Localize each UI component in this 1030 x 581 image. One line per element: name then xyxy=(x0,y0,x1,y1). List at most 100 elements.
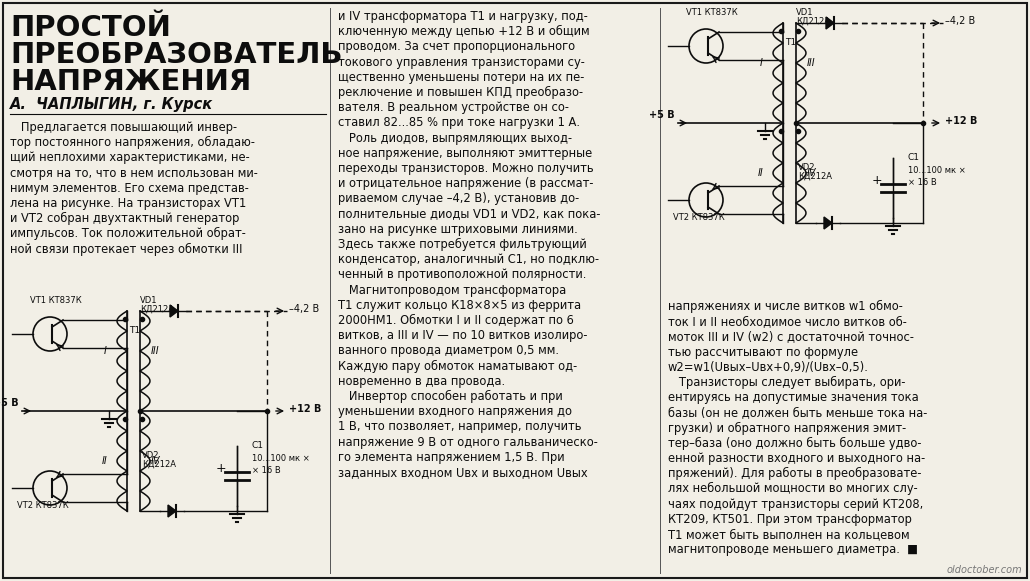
Text: КД212А: КД212А xyxy=(796,17,830,26)
Text: Инвертор способен работать и при: Инвертор способен работать и при xyxy=(338,390,562,403)
Text: T1: T1 xyxy=(129,326,140,335)
Text: ное напряжение, выполняют эмиттерные: ное напряжение, выполняют эмиттерные xyxy=(338,147,592,160)
Text: Транзисторы следует выбирать, ори-: Транзисторы следует выбирать, ори- xyxy=(668,376,905,389)
Text: нимум элементов. Его схема представ-: нимум элементов. Его схема представ- xyxy=(10,182,249,195)
Text: реключение и повышен КПД преобразо-: реключение и повышен КПД преобразо- xyxy=(338,86,583,99)
Text: VT2 КТ837К: VT2 КТ837К xyxy=(18,501,69,510)
Text: ной связи протекает через обмотки III: ной связи протекает через обмотки III xyxy=(10,243,242,256)
Text: VD1: VD1 xyxy=(140,296,158,305)
Text: смотря на то, что в нем использован ми-: смотря на то, что в нем использован ми- xyxy=(10,167,258,180)
Text: Роль диодов, выпрямляющих выход-: Роль диодов, выпрямляющих выход- xyxy=(338,132,572,145)
Text: Каждую пару обмоток наматывают од-: Каждую пару обмоток наматывают од- xyxy=(338,360,577,372)
Text: ток I и II необходимое число витков об-: ток I и II необходимое число витков об- xyxy=(668,315,906,328)
Text: НАПРЯЖЕНИЯ: НАПРЯЖЕНИЯ xyxy=(10,68,251,96)
Text: T1: T1 xyxy=(785,38,796,47)
Text: КТ209, КТ501. При этом трансформатор: КТ209, КТ501. При этом трансформатор xyxy=(668,513,912,526)
Text: зано на рисунке штриховыми линиями.: зано на рисунке штриховыми линиями. xyxy=(338,223,578,236)
Text: енной разности входного и выходного на-: енной разности входного и выходного на- xyxy=(668,452,925,465)
Text: VD1: VD1 xyxy=(796,8,814,17)
Text: магнитопроводе меньшего диаметра.  ■: магнитопроводе меньшего диаметра. ■ xyxy=(668,543,918,556)
Text: +: + xyxy=(215,461,227,475)
Text: IV: IV xyxy=(150,456,160,466)
Text: и отрицательное напряжение (в рассмат-: и отрицательное напряжение (в рассмат- xyxy=(338,177,593,190)
Text: конденсатор, аналогичный С1, но подклю-: конденсатор, аналогичный С1, но подклю- xyxy=(338,253,599,266)
Text: токового управления транзисторами су-: токового управления транзисторами су- xyxy=(338,56,585,69)
Text: А.  ЧАПЛЫГИН, г. Курск: А. ЧАПЛЫГИН, г. Курск xyxy=(10,97,213,112)
Text: Т1 служит кольцо К18×8×5 из феррита: Т1 служит кольцо К18×8×5 из феррита xyxy=(338,299,581,312)
Text: VT1 КТ837К: VT1 КТ837К xyxy=(30,296,81,305)
Text: Магнитопроводом трансформатора: Магнитопроводом трансформатора xyxy=(338,284,566,296)
Text: C1: C1 xyxy=(252,441,264,450)
Text: щий неплохими характеристиками, не-: щий неплохими характеристиками, не- xyxy=(10,152,249,164)
Text: +12 В: +12 В xyxy=(289,404,321,414)
Text: и IV трансформатора Т1 и нагрузку, под-: и IV трансформатора Т1 и нагрузку, под- xyxy=(338,10,588,23)
Text: III: III xyxy=(806,58,816,68)
Text: уменьшении входного напряжения до: уменьшении входного напряжения до xyxy=(338,405,572,418)
Text: × 16 В: × 16 В xyxy=(908,178,936,187)
Text: импульсов. Ток положительной обрат-: импульсов. Ток положительной обрат- xyxy=(10,227,246,241)
Text: –4,2 В: –4,2 В xyxy=(945,16,975,26)
Text: тер–база (оно должно быть больше удво-: тер–база (оно должно быть больше удво- xyxy=(668,437,922,450)
Polygon shape xyxy=(824,217,832,229)
Text: +: + xyxy=(871,174,883,187)
Text: и VT2 собран двухтактный генератор: и VT2 собран двухтактный генератор xyxy=(10,212,239,225)
Text: II: II xyxy=(102,456,108,466)
Text: C1: C1 xyxy=(908,153,920,162)
Text: ключенную между цепью +12 В и общим: ключенную между цепью +12 В и общим xyxy=(338,25,589,38)
Text: w2=w1(Uвых–Uвх+0,9)/(Uвх–0,5).: w2=w1(Uвых–Uвх+0,9)/(Uвх–0,5). xyxy=(668,361,869,374)
Text: полнительные диоды VD1 и VD2, как пока-: полнительные диоды VD1 и VD2, как пока- xyxy=(338,207,600,221)
Text: чаях подойдут транзисторы серий КТ208,: чаях подойдут транзисторы серий КТ208, xyxy=(668,497,923,511)
Text: новременно в два провода.: новременно в два провода. xyxy=(338,375,505,388)
Text: го элемента напряжением 1,5 В. При: го элемента напряжением 1,5 В. При xyxy=(338,451,564,464)
Text: напряжениях и числе витков w1 обмо-: напряжениях и числе витков w1 обмо- xyxy=(668,300,903,313)
Text: ченный в противоположной полярности.: ченный в противоположной полярности. xyxy=(338,268,586,281)
Text: ПРОСТОЙ: ПРОСТОЙ xyxy=(10,14,171,42)
Text: VT2 КТ837К: VT2 КТ837К xyxy=(673,213,725,222)
Text: ставил 82...85 % при токе нагрузки 1 А.: ставил 82...85 % при токе нагрузки 1 А. xyxy=(338,116,580,130)
Text: тью рассчитывают по формуле: тью рассчитывают по формуле xyxy=(668,346,858,358)
Text: грузки) и обратного напряжения эмит-: грузки) и обратного напряжения эмит- xyxy=(668,422,906,435)
Text: витков, а III и IV — по 10 витков изолиро-: витков, а III и IV — по 10 витков изолир… xyxy=(338,329,587,342)
Text: проводом. За счет пропорционального: проводом. За счет пропорционального xyxy=(338,41,575,53)
Text: ванного провода диаметром 0,5 мм.: ванного провода диаметром 0,5 мм. xyxy=(338,345,559,357)
Text: моток III и IV (w2) с достаточной точнос-: моток III и IV (w2) с достаточной точнос… xyxy=(668,331,914,343)
Text: +5 В: +5 В xyxy=(649,110,675,120)
Text: риваемом случае –4,2 В), установив до-: риваемом случае –4,2 В), установив до- xyxy=(338,192,579,206)
Text: 10...100 мк ×: 10...100 мк × xyxy=(252,454,310,463)
Text: лена на рисунке. На транзисторах VT1: лена на рисунке. На транзисторах VT1 xyxy=(10,197,246,210)
Text: 1 В, что позволяет, например, получить: 1 В, что позволяет, например, получить xyxy=(338,421,582,433)
Text: КД212А: КД212А xyxy=(140,305,174,314)
Text: oldoctober.com: oldoctober.com xyxy=(947,565,1022,575)
Text: напряжение 9 В от одного гальваническо-: напряжение 9 В от одного гальваническо- xyxy=(338,436,597,449)
Text: VD2: VD2 xyxy=(142,451,160,460)
Text: –4,2 В: –4,2 В xyxy=(289,304,319,314)
Text: Предлагается повышающий инвер-: Предлагается повышающий инвер- xyxy=(10,121,237,134)
Text: 10...100 мк ×: 10...100 мк × xyxy=(908,166,966,175)
Text: II: II xyxy=(758,168,764,178)
Text: III: III xyxy=(150,346,160,356)
Text: щественно уменьшены потери на их пе-: щественно уменьшены потери на их пе- xyxy=(338,71,584,84)
Polygon shape xyxy=(168,505,176,517)
Text: VD2: VD2 xyxy=(798,163,816,172)
Text: переходы транзисторов. Можно получить: переходы транзисторов. Можно получить xyxy=(338,162,593,175)
Polygon shape xyxy=(826,17,834,29)
Text: ПРЕОБРАЗОВАТЕЛЬ: ПРЕОБРАЗОВАТЕЛЬ xyxy=(10,41,343,69)
Text: базы (он не должен быть меньше тока на-: базы (он не должен быть меньше тока на- xyxy=(668,406,927,419)
Text: лях небольшой мощности во многих слу-: лях небольшой мощности во многих слу- xyxy=(668,482,918,496)
Text: пряжений). Для работы в преобразовате-: пряжений). Для работы в преобразовате- xyxy=(668,467,922,480)
Text: КД212А: КД212А xyxy=(142,460,176,469)
Text: вателя. В реальном устройстве он со-: вателя. В реальном устройстве он со- xyxy=(338,101,569,114)
Text: Здесь также потребуется фильтрующий: Здесь также потребуется фильтрующий xyxy=(338,238,587,251)
Text: 2000НМ1. Обмотки I и II содержат по 6: 2000НМ1. Обмотки I и II содержат по 6 xyxy=(338,314,574,327)
Text: Т1 может быть выполнен на кольцевом: Т1 может быть выполнен на кольцевом xyxy=(668,528,909,541)
Text: тор постоянного напряжения, обладаю-: тор постоянного напряжения, обладаю- xyxy=(10,136,255,149)
Polygon shape xyxy=(170,305,178,317)
Text: VT1 КТ837К: VT1 КТ837К xyxy=(686,8,737,17)
Text: IV: IV xyxy=(806,168,816,178)
Text: КД212А: КД212А xyxy=(798,172,832,181)
Text: I: I xyxy=(104,346,106,356)
Text: ентируясь на допустимые значения тока: ентируясь на допустимые значения тока xyxy=(668,391,919,404)
Text: +5 В: +5 В xyxy=(0,398,19,408)
Text: × 16 В: × 16 В xyxy=(252,466,281,475)
Text: заданных входном Uвх и выходном Uвых: заданных входном Uвх и выходном Uвых xyxy=(338,466,588,479)
